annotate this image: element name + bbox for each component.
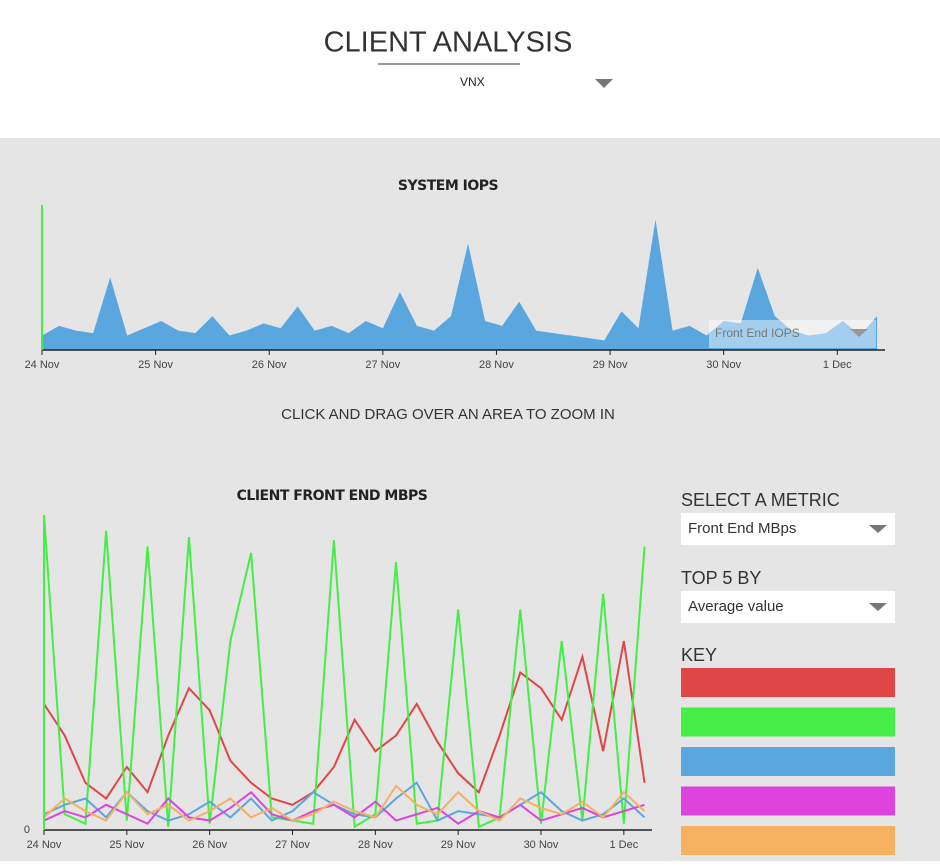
x-tick-label: 25 Nov: [109, 839, 144, 851]
instruction: CLICK AND DRAG OVER AN AREA TO ZOOM IN: [281, 406, 615, 423]
line: [43, 781, 646, 822]
x-tick-label: 27 Nov: [275, 839, 310, 851]
legend-swatch: [681, 826, 895, 855]
legend-swatch: [681, 786, 895, 816]
chart-title: CLIENT FRONT END MBPS: [237, 488, 428, 504]
system-select[interactable]: VNX: [460, 75, 485, 89]
line: [43, 514, 646, 829]
line: [43, 790, 645, 825]
header-bg: [0, 0, 940, 138]
x-tick-label: 30 Nov: [706, 359, 741, 371]
x-tick-label: 28 Nov: [358, 839, 393, 851]
metric-overlay: [709, 320, 876, 348]
legend-swatch: [681, 707, 895, 737]
x-tick-label: 1 Dec: [609, 839, 638, 851]
x-tick-label: 26 Nov: [192, 839, 227, 851]
x-tick-label: 26 Nov: [252, 359, 287, 371]
x-tick-label: 28 Nov: [479, 359, 514, 371]
legend-swatch: [681, 668, 895, 697]
area: [42, 219, 878, 350]
dropdown-arrow[interactable]: [869, 603, 887, 611]
page-title: CLIENT ANALYSIS: [324, 27, 573, 59]
x-tick-label: 30 Nov: [524, 839, 559, 851]
x-tick-label: 25 Nov: [138, 359, 173, 371]
x-tick-label: 24 Nov: [25, 359, 60, 371]
y-tick-label: 0: [24, 824, 30, 836]
dropdown-arrow[interactable]: [595, 79, 613, 88]
x-tick-label: 24 Nov: [27, 839, 62, 851]
x-tick-label: 27 Nov: [365, 359, 400, 371]
dropdown-arrow: [850, 329, 868, 337]
metric-value[interactable]: Front End MBps: [688, 520, 796, 537]
top-label: TOP 5 BY: [681, 568, 761, 588]
legend-swatch: [681, 747, 895, 776]
x-tick-label: 29 Nov: [593, 359, 628, 371]
top-value[interactable]: Average value: [688, 598, 784, 615]
metric-select[interactable]: Front End IOPS: [715, 326, 800, 340]
top-select[interactable]: [681, 591, 895, 623]
chart-title: SYSTEM IOPS: [398, 178, 499, 194]
line: [43, 784, 646, 822]
line: [43, 640, 646, 806]
dropdown-arrow[interactable]: [869, 525, 887, 533]
key-label: KEY: [681, 645, 717, 665]
metric-select[interactable]: [681, 513, 895, 545]
metric-label: SELECT A METRIC: [681, 490, 840, 510]
x-tick-label: 1 Dec: [823, 359, 852, 371]
x-tick-label: 29 Nov: [441, 839, 476, 851]
